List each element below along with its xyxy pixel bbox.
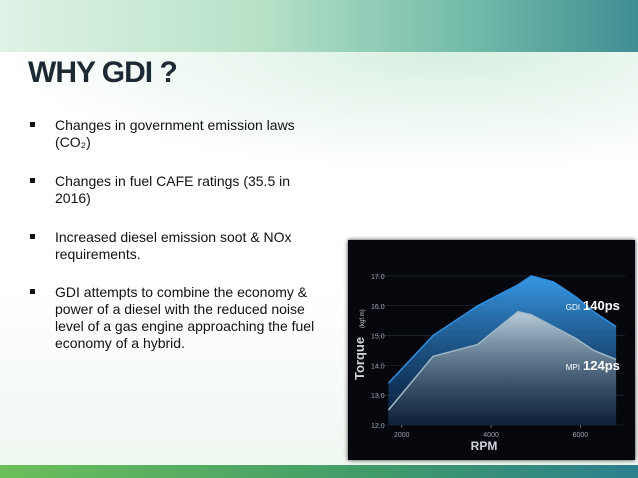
chart-panel: 12.0 13.0 14.0 15.0 16.0 17.0 2000 4000 6000 GDI 1… (348, 240, 635, 460)
background-glow (0, 52, 638, 172)
x-tick-label: 4000 (483, 432, 499, 439)
area-line (387, 310, 617, 411)
bullet-marker (30, 122, 35, 127)
y-tick-label: 13.0 (371, 393, 385, 400)
slide-title: WHY GDI ? (28, 56, 178, 89)
x-tick-label: 6000 (573, 432, 589, 439)
bullet-item: Increased diesel emission soot & NOx req… (30, 229, 320, 263)
legend-label: MPI (566, 363, 580, 372)
series-annotation: 124ps (583, 358, 620, 373)
area-line (387, 275, 617, 384)
y-tick-label: 15.0 (371, 334, 385, 341)
area-fill (388, 311, 617, 425)
y-axis-unit: (kgf.m) (360, 309, 366, 328)
top-band (0, 0, 638, 52)
bullet-marker (30, 178, 35, 183)
bullet-item: Changes in government emission laws (CO₂… (30, 117, 320, 151)
bullet-item: Changes in fuel CAFE ratings (35.5 in 20… (30, 173, 320, 207)
bottom-band (0, 465, 638, 478)
y-tick-label: 14.0 (371, 363, 385, 370)
bullet-item: GDI attempts to combine the economy & po… (30, 284, 320, 352)
x-tick-label: 2000 (394, 432, 410, 439)
bullet-marker (30, 234, 35, 239)
series-annotation: 140ps (583, 298, 620, 313)
x-axis-label: RPM (471, 439, 498, 453)
bullet-text: Changes in fuel CAFE ratings (35.5 in 20… (55, 173, 291, 206)
bullet-text: Increased diesel emission soot & NOx req… (55, 229, 292, 262)
bullet-text: GDI attempts to combine the economy & po… (55, 284, 315, 351)
legend-label: GDI (566, 303, 580, 312)
y-tick-label: 16.0 (371, 304, 385, 311)
bullet-text: Changes in government emission laws (CO₂… (55, 117, 295, 150)
y-tick-label: 17.0 (371, 274, 385, 281)
y-axis-label: Torque (352, 337, 367, 380)
bullet-marker (30, 289, 35, 294)
y-tick-label: 12.0 (371, 423, 385, 430)
